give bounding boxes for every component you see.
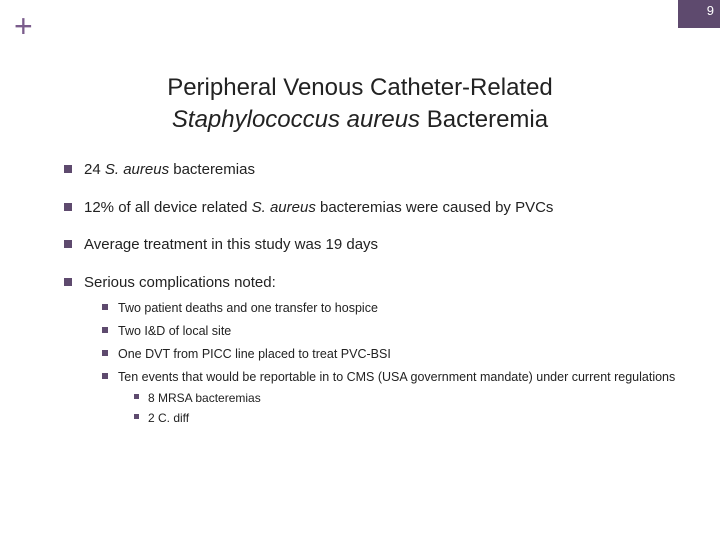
bullet-text: Average treatment in this study was 19 d… xyxy=(84,236,378,253)
bullet-list: 24 S. aureus bacteremias 12% of all devi… xyxy=(64,160,680,426)
content-area: 24 S. aureus bacteremias 12% of all devi… xyxy=(64,160,680,444)
bullet-text: 8 MRSA bacteremias xyxy=(148,391,261,405)
list-item: Two I&D of local site xyxy=(102,323,680,340)
slide-number: 9 xyxy=(707,3,714,18)
bullet-text: One DVT from PICC line placed to treat P… xyxy=(118,347,391,361)
bullet-text: Serious complications noted: xyxy=(84,274,276,291)
bullet-text: 12% of all device related xyxy=(84,199,252,216)
bullet-italic: S. aureus xyxy=(105,161,169,178)
bullet-text: Ten events that would be reportable in t… xyxy=(118,370,675,384)
title-plain: Bacteremia xyxy=(420,106,548,133)
list-item: 2 C. diff xyxy=(134,410,680,426)
list-item: 24 S. aureus bacteremias xyxy=(64,160,680,180)
list-item: One DVT from PICC line placed to treat P… xyxy=(102,346,680,363)
bullet-text: bacteremias were caused by PVCs xyxy=(316,199,554,216)
slide-number-badge: 9 xyxy=(678,0,720,28)
list-item: 8 MRSA bacteremias xyxy=(134,390,680,406)
list-item: Ten events that would be reportable in t… xyxy=(102,369,680,426)
bullet-text: Two patient deaths and one transfer to h… xyxy=(118,301,378,315)
list-item: 12% of all device related S. aureus bact… xyxy=(64,198,680,218)
title-italic: Staphylococcus aureus xyxy=(172,106,420,133)
sub-list: Two patient deaths and one transfer to h… xyxy=(102,300,680,426)
bullet-italic: S. aureus xyxy=(252,199,316,216)
bullet-text: Two I&D of local site xyxy=(118,324,231,338)
bullet-text: 24 xyxy=(84,161,105,178)
list-item: Two patient deaths and one transfer to h… xyxy=(102,300,680,317)
sub-sub-list: 8 MRSA bacteremias 2 C. diff xyxy=(134,390,680,426)
list-item: Serious complications noted: Two patient… xyxy=(64,273,680,426)
slide-title: Peripheral Venous Catheter-Related Staph… xyxy=(0,72,720,137)
title-line-1: Peripheral Venous Catheter-Related xyxy=(0,72,720,104)
plus-icon: + xyxy=(14,10,33,42)
slide: 9 + Peripheral Venous Catheter-Related S… xyxy=(0,0,720,540)
bullet-text: bacteremias xyxy=(169,161,255,178)
bullet-text: 2 C. diff xyxy=(148,411,189,425)
list-item: Average treatment in this study was 19 d… xyxy=(64,235,680,255)
title-line-2: Staphylococcus aureus Bacteremia xyxy=(0,104,720,136)
